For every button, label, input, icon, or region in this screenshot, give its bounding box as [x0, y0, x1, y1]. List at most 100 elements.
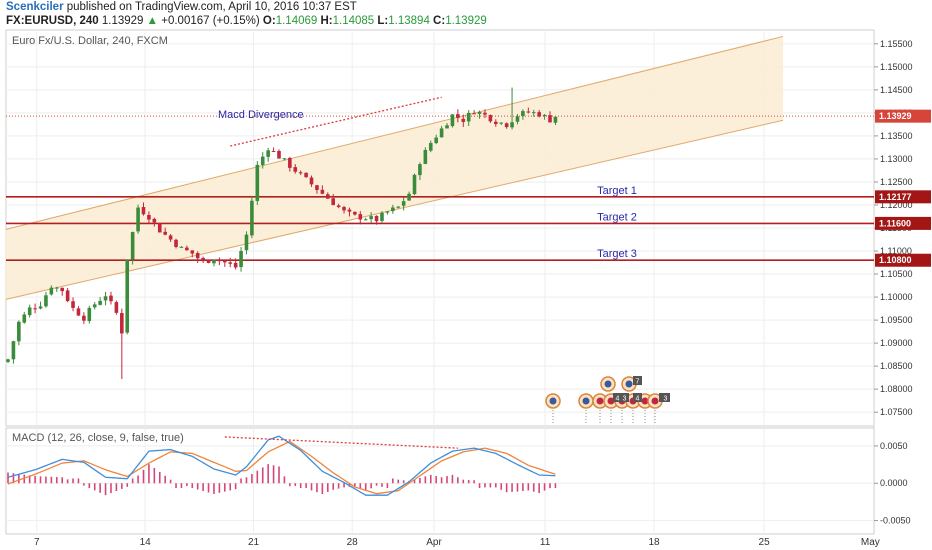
candle-body — [136, 207, 140, 232]
price-label: 1.10800 — [879, 255, 912, 265]
y-tick-label: 1.15500 — [880, 39, 913, 49]
divergence-macd-line — [224, 436, 458, 449]
candle-body — [526, 111, 531, 113]
candle-body — [250, 200, 254, 236]
x-tick-label: 28 — [347, 537, 359, 548]
y-tick-label: 1.09500 — [880, 315, 913, 325]
candle-body — [499, 122, 504, 124]
candle-body — [114, 302, 119, 313]
y-tick-label: 1.07500 — [880, 407, 913, 417]
y-tick-label: 1.12500 — [880, 177, 913, 187]
macd-line — [7, 435, 556, 496]
candle-body — [60, 287, 64, 292]
candle-body — [288, 157, 292, 168]
candle-body — [38, 306, 43, 309]
candle-body — [277, 150, 281, 159]
event-badge — [620, 393, 629, 402]
open-label: O: — [262, 15, 276, 27]
candle-body — [195, 253, 200, 259]
candle-body — [553, 116, 558, 123]
x-tick-label: 14 — [140, 537, 152, 548]
x-tick-label: 7 — [34, 537, 40, 548]
price-label: 1.11600 — [879, 218, 911, 228]
price-label: 1.13929 — [879, 111, 912, 121]
candle-body — [358, 214, 363, 220]
event-badge — [661, 393, 670, 402]
candle-body — [391, 207, 395, 212]
candle-body — [44, 295, 48, 307]
candle-body — [206, 260, 211, 263]
candle-body — [17, 321, 21, 342]
candle-body — [418, 164, 422, 176]
candle-body — [293, 167, 298, 172]
y-tick-label: 1.09000 — [880, 338, 913, 348]
target-label: Target 1 — [597, 185, 637, 197]
macd-tick-label: 0.0000 — [880, 478, 908, 488]
candle-body — [147, 214, 151, 220]
x-tick-label: 25 — [759, 537, 771, 548]
candle-body — [163, 231, 167, 235]
y-tick-label: 1.10500 — [880, 269, 913, 279]
candle-body — [353, 211, 357, 215]
price-label: 1.12177 — [879, 192, 912, 202]
candle-body — [488, 115, 493, 122]
flag-icon — [607, 397, 615, 405]
event-badge — [613, 393, 622, 402]
divergence-price-line — [230, 96, 442, 147]
candle-body — [466, 112, 471, 122]
candle-body — [82, 315, 86, 321]
channel-fill — [5, 36, 784, 300]
publisher-name[interactable]: Scenkciler — [6, 1, 64, 13]
candle-body — [92, 304, 97, 308]
candle-body — [315, 185, 319, 190]
event-badge — [633, 376, 642, 385]
candle-body — [217, 260, 222, 262]
x-tick-label: 18 — [649, 537, 661, 548]
candle-body — [537, 112, 541, 117]
candle-body — [71, 301, 75, 308]
candle-body — [49, 287, 54, 295]
candle-body — [228, 262, 233, 264]
price-label-box — [875, 190, 931, 204]
last-price: 1.13929 — [101, 15, 144, 27]
open-value: 1.14069 — [275, 15, 318, 27]
target-label: Target 2 — [597, 211, 637, 223]
candle-body — [412, 174, 417, 195]
event-badge-label: 7 — [636, 379, 640, 386]
candle-body — [531, 112, 536, 114]
change-up-icon: ▲ — [146, 15, 159, 27]
flag-icon — [641, 397, 649, 405]
candle-body — [27, 307, 32, 316]
macd-signal-line — [7, 440, 556, 495]
candle-body — [103, 296, 108, 301]
candle-body — [548, 115, 552, 123]
candle-body — [157, 223, 162, 233]
candle-body — [212, 259, 216, 264]
candle-body — [33, 308, 37, 310]
candle-body — [472, 113, 476, 115]
candle-body — [174, 239, 178, 247]
x-tick-label: 21 — [248, 537, 260, 548]
y-tick-label: 1.11000 — [880, 246, 912, 256]
candle-body — [401, 201, 406, 206]
high-value: 1.14085 — [332, 15, 375, 27]
candle-body — [152, 218, 157, 223]
flag-icon — [604, 380, 612, 388]
candle-body — [320, 189, 325, 194]
target-label: Target 3 — [597, 248, 637, 260]
candle-body — [255, 164, 260, 201]
candle-body — [439, 128, 444, 138]
y-tick-label: 1.14500 — [880, 85, 913, 95]
candle-body — [504, 123, 509, 128]
flag-icon — [582, 397, 590, 405]
flag-icon — [596, 397, 604, 405]
candle-body — [120, 313, 124, 334]
event-badge — [633, 393, 642, 402]
candle-body — [179, 246, 184, 248]
candle-body — [380, 212, 384, 221]
candle-body — [461, 118, 466, 122]
macd-tick-label: -0.0050 — [880, 516, 911, 526]
candle-body — [266, 150, 270, 157]
candle-body — [385, 211, 390, 213]
